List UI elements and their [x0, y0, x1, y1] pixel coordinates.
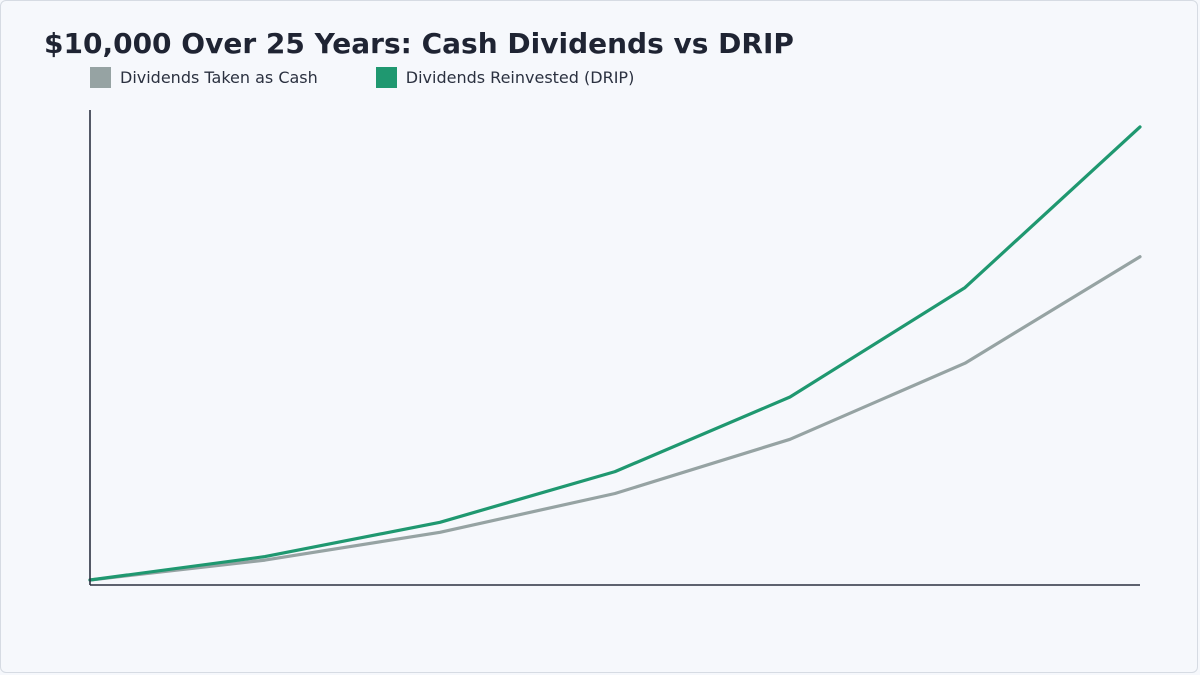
chart-title: $10,000 Over 25 Years: Cash Dividends vs…: [44, 27, 794, 60]
legend-swatch-drip: [375, 66, 397, 88]
series-layer: [88, 125, 1142, 582]
legend-item-cash: Dividends Taken as Cash: [90, 66, 318, 88]
legend-label-cash: Dividends Taken as Cash: [120, 67, 318, 87]
legend-swatch-cash: [90, 66, 111, 88]
legend-item-drip: Dividends Reinvested (DRIP): [375, 66, 635, 88]
legend-label-drip: Dividends Reinvested (DRIP): [405, 67, 635, 87]
series-line-drip: [88, 125, 1142, 582]
chart-legend: Dividends Taken as Cash Dividends Reinve…: [90, 64, 634, 90]
series-line-cash: [88, 255, 1142, 582]
